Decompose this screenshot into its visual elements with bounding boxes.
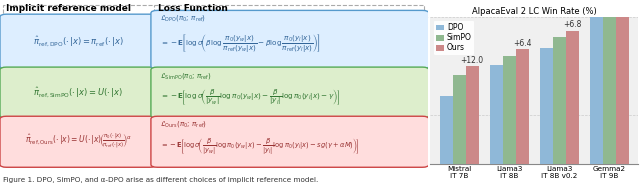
Bar	[616, 0, 628, 164]
FancyBboxPatch shape	[151, 67, 429, 118]
FancyBboxPatch shape	[0, 67, 156, 118]
Text: $\mathcal{L}_{\mathrm{DPO}}(\pi_0;\,\pi_{\mathrm{ref}})$: $\mathcal{L}_{\mathrm{DPO}}(\pi_0;\,\pi_…	[161, 13, 207, 23]
Bar	[516, 49, 529, 164]
Text: $\hat{\pi}_{\mathrm{ref,Ours}}(\cdot\,|x) = U(\cdot\,|x)\!\left(\!\frac{\pi_0(\c: $\hat{\pi}_{\mathrm{ref,Ours}}(\cdot\,|x…	[25, 132, 132, 151]
FancyBboxPatch shape	[0, 14, 156, 69]
Text: +12.0: +12.0	[461, 56, 484, 65]
FancyBboxPatch shape	[0, 116, 156, 167]
Text: +6.4: +6.4	[513, 39, 531, 48]
Legend: DPO, SimPO, Ours: DPO, SimPO, Ours	[434, 21, 474, 55]
Text: Figure 1. DPO, SimPO, and α-DPO arise as different choices of implicit reference: Figure 1. DPO, SimPO, and α-DPO arise as…	[3, 177, 319, 183]
FancyBboxPatch shape	[3, 5, 424, 166]
Bar	[490, 65, 502, 164]
Bar	[440, 96, 452, 164]
Text: $= -\mathbf{E}\!\left[\log\sigma\!\left(\dfrac{\beta}{|y_w|}\log\pi_0(y_w|x) - \: $= -\mathbf{E}\!\left[\log\sigma\!\left(…	[161, 87, 340, 107]
Text: $\hat{\pi}_{\mathrm{ref,SimPO}}(\cdot\,|x) = U(\cdot\,|x)$: $\hat{\pi}_{\mathrm{ref,SimPO}}(\cdot\,|…	[33, 85, 124, 100]
Text: $= -\mathbf{E}\!\left[\log\sigma\!\left(\beta\log\dfrac{\pi_0(y_w|x)}{\pi_{\math: $= -\mathbf{E}\!\left[\log\sigma\!\left(…	[161, 32, 321, 53]
Bar	[566, 30, 579, 164]
Text: $\mathcal{L}_{\mathrm{Ours}}(\pi_0;\,\pi_{\mathrm{ref}})$: $\mathcal{L}_{\mathrm{Ours}}(\pi_0;\,\pi…	[161, 119, 207, 129]
FancyBboxPatch shape	[151, 116, 429, 167]
Text: $\mathcal{L}_{\mathrm{SimPO}}(\pi_0;\,\pi_{\mathrm{ref}})$: $\mathcal{L}_{\mathrm{SimPO}}(\pi_0;\,\p…	[161, 71, 212, 81]
Text: Implicit reference model: Implicit reference model	[6, 4, 131, 13]
Bar	[502, 56, 516, 164]
Bar	[589, 0, 603, 164]
Text: $\hat{\pi}_{\mathrm{ref,DPO}}(\cdot\,|x) = \pi_{\mathrm{ref}}(\cdot\,|x)$: $\hat{\pi}_{\mathrm{ref,DPO}}(\cdot\,|x)…	[33, 34, 124, 49]
Bar	[540, 48, 552, 164]
Title: AlpacaEval 2 LC Win Rate (%): AlpacaEval 2 LC Win Rate (%)	[472, 7, 596, 16]
Bar	[465, 66, 479, 164]
Bar	[452, 75, 465, 164]
Text: +6.8: +6.8	[563, 20, 581, 29]
Bar	[552, 37, 566, 164]
Text: Loss Function: Loss Function	[158, 4, 228, 13]
Text: $= -\mathbf{E}\!\left[\log\sigma\!\left(\dfrac{\beta}{|y_w|}\log\pi_0(y_w|x) - \: $= -\mathbf{E}\!\left[\log\sigma\!\left(…	[161, 136, 360, 156]
Bar	[603, 0, 616, 164]
FancyBboxPatch shape	[151, 10, 429, 69]
